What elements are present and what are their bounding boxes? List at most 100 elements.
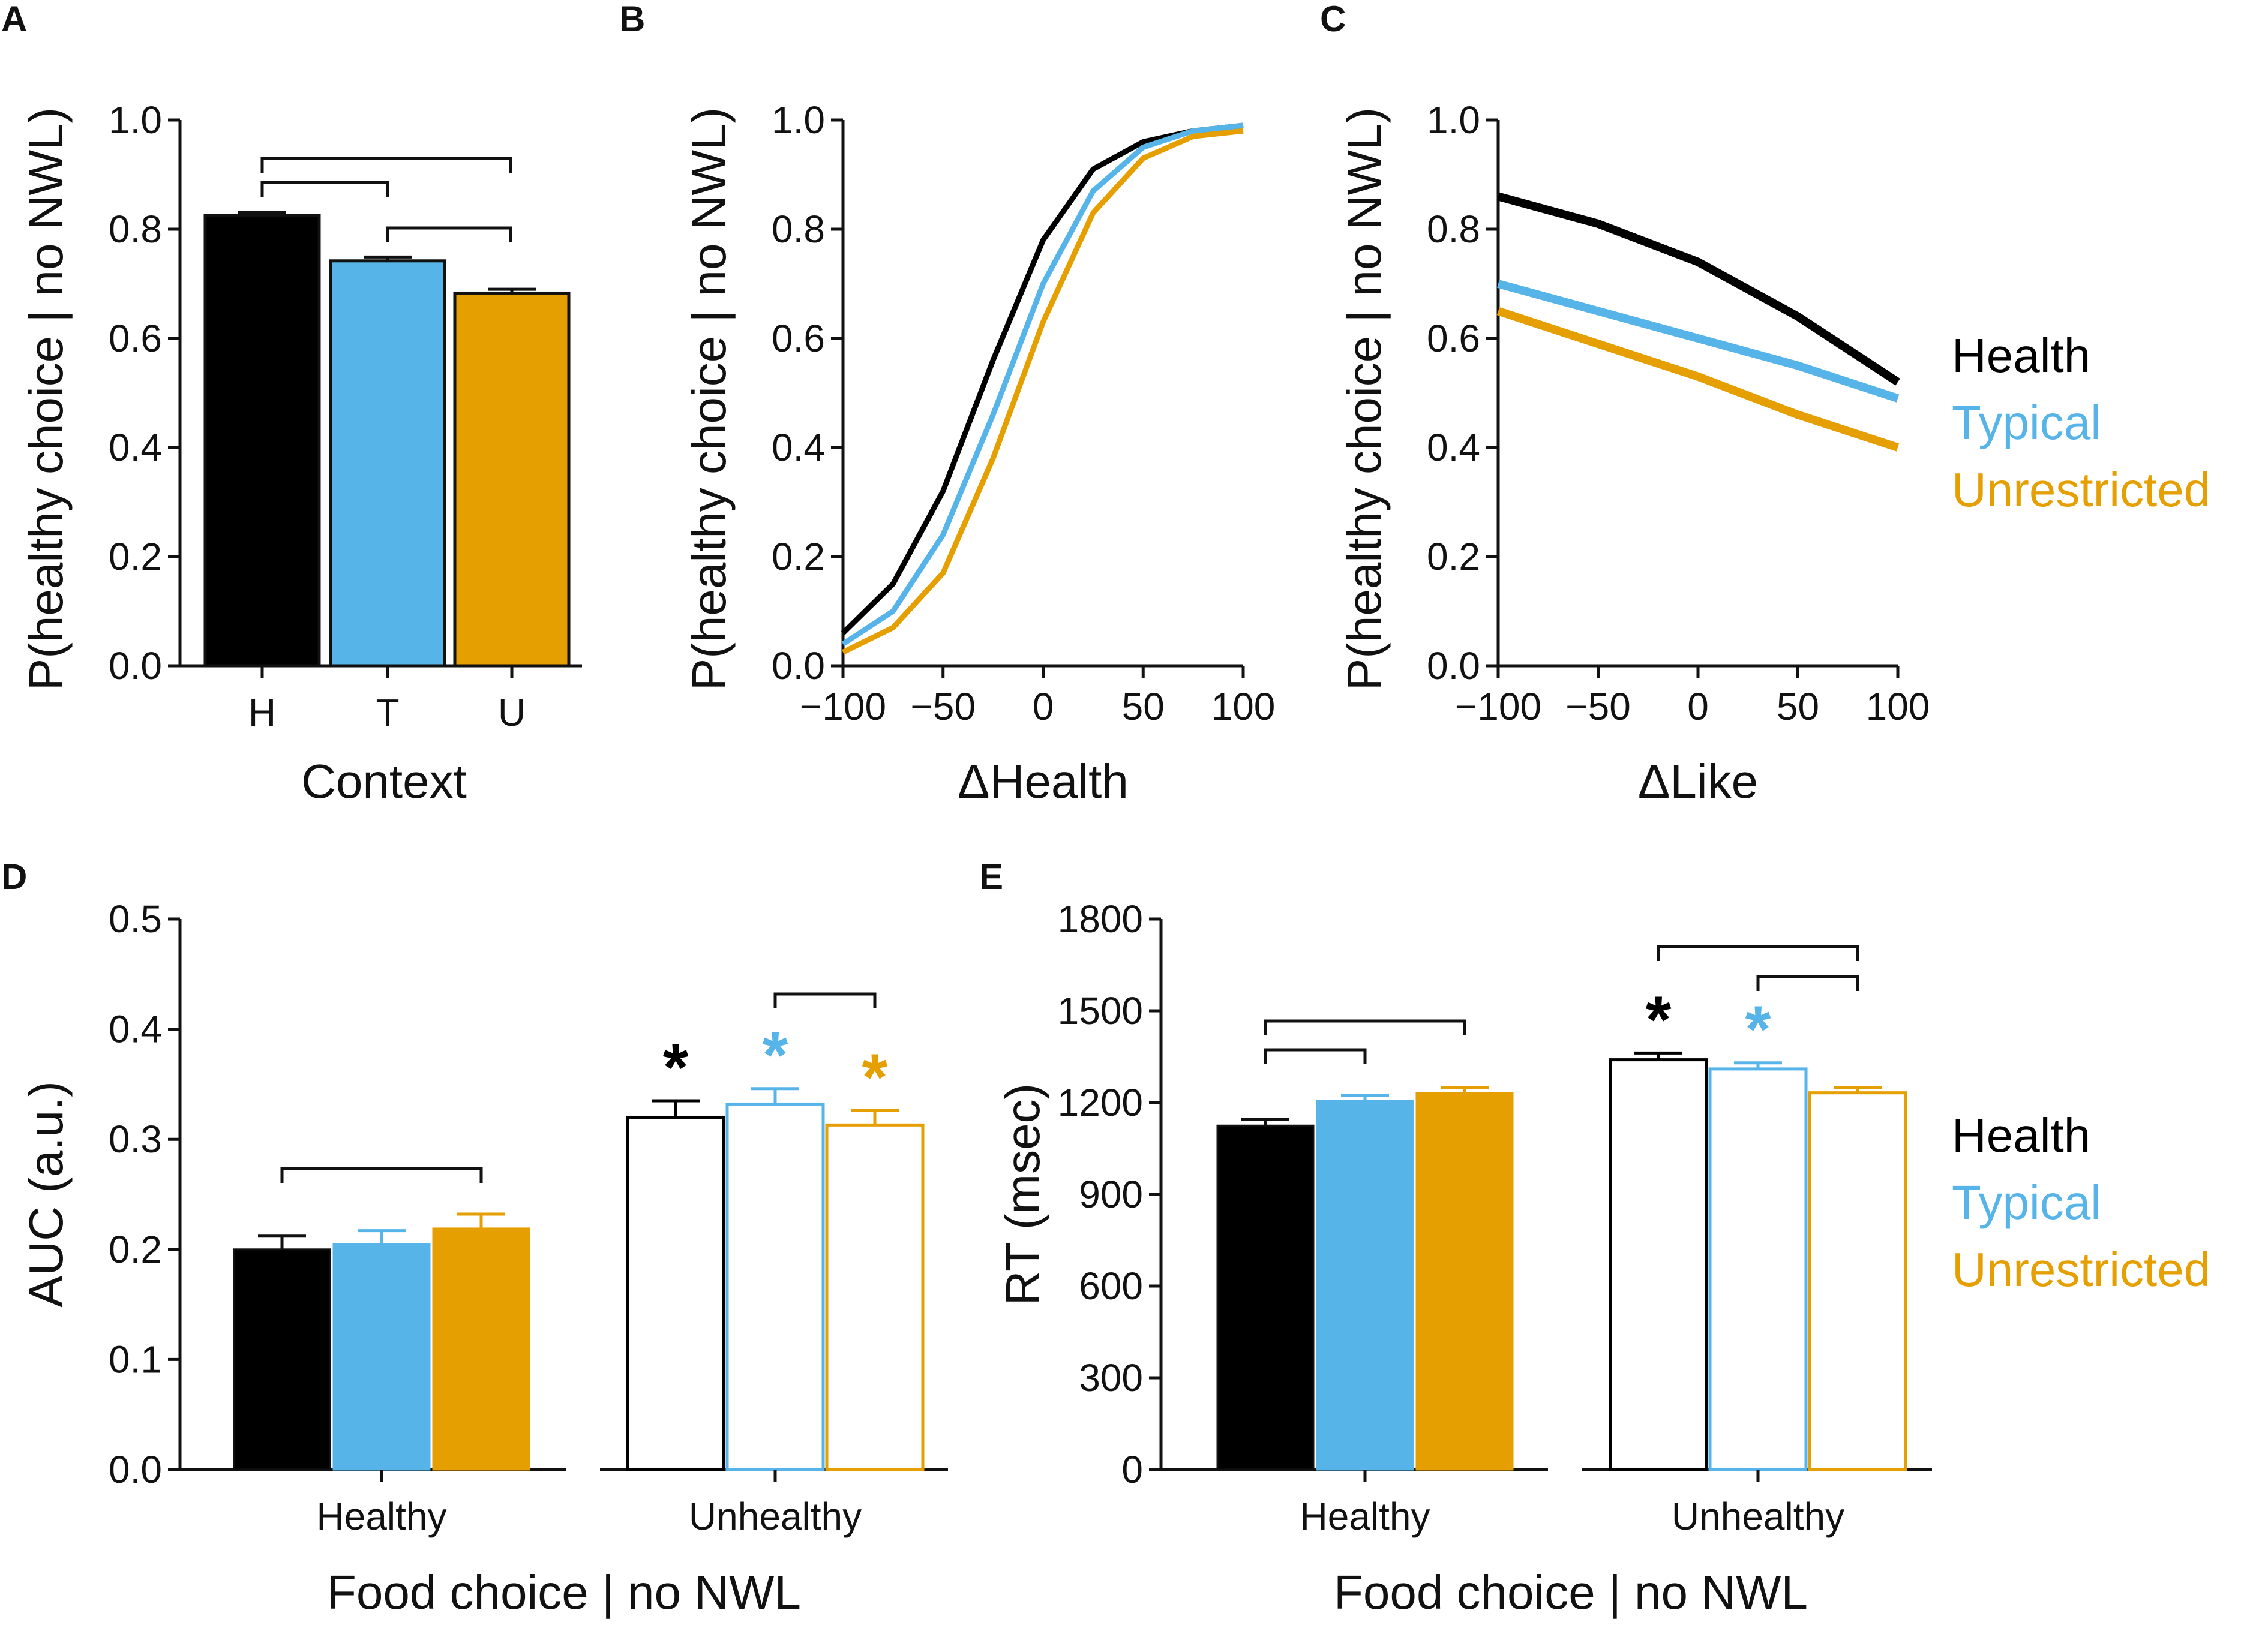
panel-e-legend-typical: Typical [1952, 1176, 2101, 1229]
panel-d-bar-healthy-unrestricted [432, 1227, 530, 1471]
panel-c-legend-typical: Typical [1952, 396, 2101, 449]
panel-a-y-axis-tick-label: 1.0 [109, 98, 162, 142]
panel-e-bar-unhealthy-health [1609, 1058, 1708, 1471]
panel-e-significance-bracket [1657, 945, 1859, 961]
panel-label-c: C [1320, 0, 1346, 39]
panel-d-significance-star: * [862, 1040, 888, 1114]
panel-c-series-typical [1497, 280, 1900, 403]
panel-a-bar-h [203, 214, 321, 668]
panel-c-y-axis-tick-label: 0.0 [1427, 644, 1480, 687]
panel-b-series-unrestricted [842, 128, 1244, 655]
panel-a-significance-bracket [386, 226, 512, 242]
panel-a-bar-u [453, 291, 571, 668]
panel-d-significance-star: * [763, 1019, 788, 1092]
panel-d-y-axis-tick-label: 0.5 [109, 897, 162, 941]
panel-d-y-axis-tick-label: 0.2 [109, 1228, 162, 1271]
panel-b-x-tick-label: −50 [910, 685, 976, 728]
panel-b-x-tick-label: 50 [1122, 685, 1165, 728]
panel-e-y-axis-tick-label: 600 [1079, 1264, 1143, 1308]
panel-c-x-tick-label: 100 [1866, 685, 1930, 728]
panel-d-y-axis-tick-label: 0.0 [109, 1448, 162, 1491]
panel-e-bar-unhealthy-unrestricted [1808, 1091, 1907, 1471]
panel-d-significance-star: * [663, 1031, 689, 1104]
panel-c-series-unrestricted [1496, 307, 1900, 452]
panel-b-y-axis-tick-label: 0.2 [772, 535, 825, 578]
panel-d-x-tick-label: Healthy [317, 1495, 447, 1538]
panel-e-significance-bracket [1264, 1048, 1367, 1064]
panel-e-legend-health: Health [1952, 1109, 2090, 1162]
panel-e-y-title: RT (msec) [996, 1083, 1049, 1305]
panel-d-x-tick-label: Unhealthy [689, 1495, 862, 1538]
panel-e-legend-unrestricted: Unrestricted [1952, 1243, 2210, 1296]
panel-d-y-axis-tick-label: 0.4 [109, 1008, 162, 1051]
panel-e-y-axis-tick-label: 1500 [1058, 989, 1143, 1032]
panel-b-y-axis-tick-label: 1.0 [772, 98, 825, 142]
panel-d-significance-bracket [280, 1167, 483, 1183]
panel-d-bar-unhealthy-typical [725, 1102, 825, 1471]
panel-b-x-tick-label: 0 [1033, 685, 1054, 728]
panel-a-y-axis-tick-label: 0.8 [109, 208, 162, 251]
panel-c-y-axis-tick-label: 0.2 [1427, 535, 1480, 578]
panel-d-bar-unhealthy-health [626, 1115, 725, 1471]
panel-e-y-axis-tick-label: 300 [1079, 1356, 1143, 1399]
panel-e-y-axis-tick-label: 1200 [1058, 1081, 1143, 1124]
panel-c-y-axis-tick-label: 0.4 [1427, 426, 1480, 469]
panel-e-y-axis-tick-label: 900 [1079, 1173, 1143, 1216]
panel-b-y-axis-tick-label: 0.0 [772, 644, 825, 687]
panel-a-x-tick-label: U [498, 691, 526, 734]
panel-a-y-axis-tick-label: 0.0 [109, 644, 162, 687]
panel-c-y-axis-tick-label: 1.0 [1427, 98, 1480, 142]
panel-d-x-title: Food choice | no NWL [327, 1566, 801, 1619]
panel-label-d: D [1, 857, 27, 897]
panel-e-significance-bracket [1264, 1019, 1466, 1035]
panel-b-series-typical [841, 122, 1244, 647]
panel-c-legend-health: Health [1952, 329, 2090, 382]
panel-c-x-tick-label: −100 [1455, 685, 1541, 728]
panel-d-y-axis-tick-label: 0.1 [109, 1338, 162, 1381]
panel-e-significance-bracket [1756, 975, 1859, 991]
panel-c-x-tick-label: 50 [1777, 685, 1819, 728]
panel-e-y-axis-tick-label: 0 [1121, 1448, 1143, 1491]
panel-a-bar-t [329, 259, 446, 668]
panel-c-y-axis-tick-label: 0.8 [1427, 208, 1480, 251]
panel-b-series-health [841, 122, 1244, 635]
panel-d-y-title: AUC (a.u.) [19, 1081, 73, 1308]
panel-a-y-axis-tick-label: 0.4 [109, 426, 162, 469]
panel-b-x-tick-label: 100 [1211, 685, 1276, 728]
panel-e-x-title: Food choice | no NWL [1334, 1566, 1808, 1619]
panel-e-bar-healthy-unrestricted [1415, 1092, 1514, 1471]
panel-label-b: B [619, 0, 645, 39]
panel-d-significance-bracket [773, 992, 877, 1008]
panel-a-y-axis-tick-label: 0.2 [109, 535, 162, 578]
panel-c-x-title: ΔLike [1638, 755, 1758, 808]
panel-a-significance-bracket [260, 181, 389, 197]
panel-d-bar-unhealthy-unrestricted [825, 1123, 925, 1471]
panel-b-y-axis-tick-label: 0.4 [772, 426, 825, 469]
panel-b-x-title: ΔHealth [958, 755, 1129, 808]
panel-e-bar-healthy-typical [1316, 1100, 1414, 1471]
panel-a-significance-bracket [260, 157, 512, 173]
panel-e-bar-unhealthy-typical [1708, 1067, 1808, 1471]
panel-c-legend-unrestricted: Unrestricted [1952, 463, 2210, 516]
panel-label-a: A [1, 0, 27, 39]
panel-e-y-axis-tick-label: 1800 [1058, 897, 1143, 941]
panel-e-x-tick-label: Unhealthy [1672, 1495, 1844, 1538]
panel-a-y-title: P(healthy choice | no NWL) [19, 107, 73, 690]
panel-a-x-tick-label: T [376, 691, 399, 734]
panel-d-y-axis-tick-label: 0.3 [109, 1118, 162, 1161]
panel-a-x-title: Context [301, 755, 467, 808]
panel-e-significance-star: * [1745, 993, 1771, 1067]
panel-a-y-axis-tick-label: 0.6 [109, 317, 162, 360]
panel-c-y-title: P(healthy choice | no NWL) [1337, 107, 1391, 690]
panel-b-y-axis-tick-label: 0.6 [772, 317, 825, 360]
panel-e-x-tick-label: Healthy [1300, 1495, 1430, 1538]
panel-c-x-tick-label: 0 [1687, 685, 1709, 728]
panel-e-bar-healthy-health [1216, 1124, 1315, 1471]
panel-c-series-health [1497, 192, 1900, 386]
panel-b-y-title: P(healthy choice | no NWL) [682, 107, 736, 690]
panel-d-bar-healthy-health [233, 1248, 331, 1471]
panel-b-y-axis-tick-label: 0.8 [772, 208, 825, 251]
panel-b-x-tick-label: −100 [800, 685, 886, 728]
panel-label-e: E [979, 857, 1003, 897]
